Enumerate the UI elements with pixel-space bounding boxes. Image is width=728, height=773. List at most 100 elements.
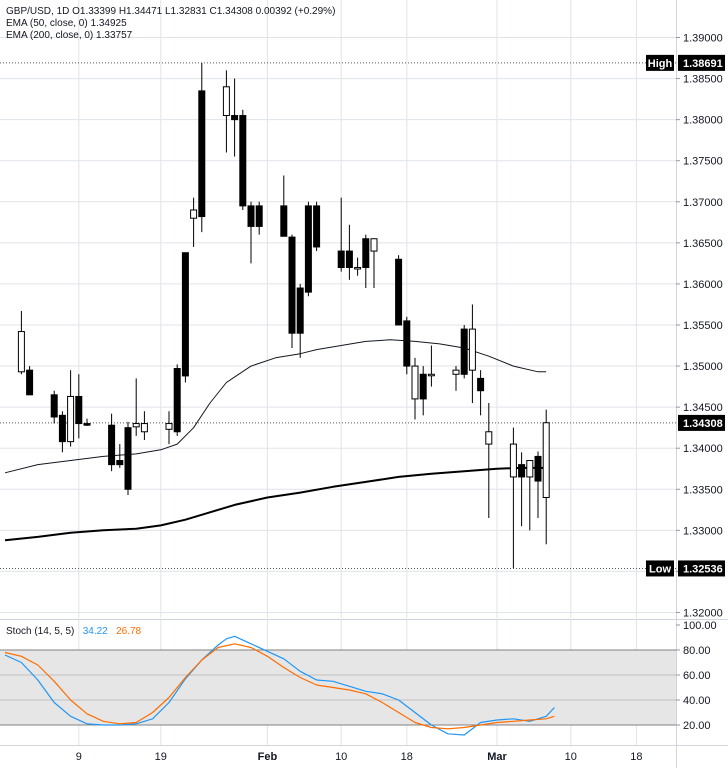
price-tick-label: 1.37500: [683, 156, 723, 168]
candle-body-up: [140, 423, 148, 433]
candle-body-up: [542, 422, 550, 498]
candle-body-down: [116, 460, 124, 466]
price-tick-label: 1.37000: [683, 197, 723, 209]
candle: [231, 78, 239, 157]
candle: [337, 197, 345, 272]
candle: [67, 370, 75, 447]
price-tick-label: 1.33000: [683, 525, 723, 537]
ema200-line: [4, 466, 547, 542]
candle-body-down: [362, 238, 370, 268]
candle: [132, 378, 140, 436]
time-tick-label: 10: [335, 751, 347, 763]
candle-layer: [17, 62, 550, 569]
candle: [50, 390, 58, 424]
price-tick-label: 1.38500: [683, 74, 723, 86]
candle: [165, 411, 173, 445]
candle-body-up: [67, 395, 75, 443]
price-tick-label: 1.35500: [683, 320, 723, 332]
candle-body-down: [231, 115, 239, 121]
candle-body-down: [181, 252, 189, 377]
candle-body-up: [17, 331, 25, 373]
candle-body-down: [460, 328, 468, 375]
candle: [534, 451, 542, 519]
stoch-tick-label: 100.00: [683, 620, 717, 632]
candle-body-up: [411, 365, 419, 400]
candle-body-down: [337, 250, 345, 268]
stoch-tick-label: 80.00: [683, 645, 711, 657]
candle-body-up: [222, 86, 230, 117]
stoch-k-value: 34.22: [82, 626, 108, 637]
ema50-legend: EMA (50, close, 0) 1.34925: [6, 18, 127, 29]
candle: [460, 324, 468, 379]
candle: [452, 366, 460, 391]
stoch-tick-label: 40.00: [683, 695, 711, 707]
last-price-label-bg: [678, 414, 725, 431]
candle: [354, 257, 362, 276]
candle-body-down: [345, 250, 353, 268]
candle: [526, 460, 534, 531]
high-tag: High: [648, 58, 673, 70]
stoch-legend: Stoch (14, 5, 5) 34.22 26.78: [6, 626, 141, 637]
low-tag: Low: [649, 563, 671, 575]
candle-body-down: [518, 464, 526, 478]
candle: [542, 409, 550, 545]
candle-body-down: [280, 205, 288, 237]
stoch-d-value: 26.78: [116, 626, 142, 637]
candle: [477, 370, 485, 416]
candle-body-up: [427, 373, 435, 377]
candle-body-down: [108, 424, 116, 466]
time-tick-label: Feb: [258, 751, 278, 763]
candle-body-down: [75, 395, 83, 425]
candle: [362, 234, 370, 289]
candle: [116, 444, 124, 468]
time-tick-label: 10: [565, 751, 577, 763]
candle: [304, 201, 312, 297]
candle: [181, 252, 189, 383]
candle: [198, 62, 206, 233]
stoch-d-line: [4, 643, 555, 730]
price-tick-label: 1.36000: [683, 279, 723, 291]
candle-body-up: [354, 266, 362, 270]
price-tick-label: 1.33500: [683, 484, 723, 496]
high-value-label: 1.38691: [683, 58, 723, 70]
candle: [173, 364, 181, 436]
candle-body-down: [50, 394, 58, 418]
candle-body-down: [313, 205, 321, 248]
price-tick-label: 1.38000: [683, 115, 723, 127]
candle: [288, 234, 296, 348]
price-tick-label: 1.34500: [683, 402, 723, 414]
candle: [75, 374, 83, 439]
time-tick-label: 18: [401, 751, 413, 763]
price-tick-label: 1.36500: [683, 238, 723, 250]
candle: [58, 411, 66, 453]
time-tick-label: 19: [155, 751, 167, 763]
candle-body-down: [288, 236, 296, 334]
candle-body-up: [370, 238, 378, 252]
price-tick-label: 1.35000: [683, 361, 723, 373]
candle: [140, 411, 148, 440]
candle: [83, 418, 91, 427]
candle-body-down: [247, 205, 255, 227]
price-tick-label: 1.32000: [683, 607, 723, 619]
candle: [247, 201, 255, 264]
candle-body-down: [395, 258, 403, 326]
candle: [239, 109, 247, 210]
candle-body-down: [26, 369, 34, 396]
candle-body-down: [477, 377, 485, 392]
candle-body-down: [239, 115, 247, 207]
candle-body-up: [165, 423, 173, 430]
candle-body-up: [509, 443, 517, 478]
candle: [419, 366, 427, 416]
candle-body-up: [526, 460, 534, 478]
candle: [403, 316, 411, 375]
symbol-legend: GBP/USD, 1D O1.33399 H1.34471 L1.32831 C…: [6, 6, 336, 17]
candle: [255, 201, 263, 235]
candle: [370, 238, 378, 289]
stoch-tick-label: 60.00: [683, 670, 711, 682]
candle-body-up: [452, 369, 460, 375]
candle: [296, 283, 304, 358]
price-tick-label: 1.39000: [683, 33, 723, 45]
